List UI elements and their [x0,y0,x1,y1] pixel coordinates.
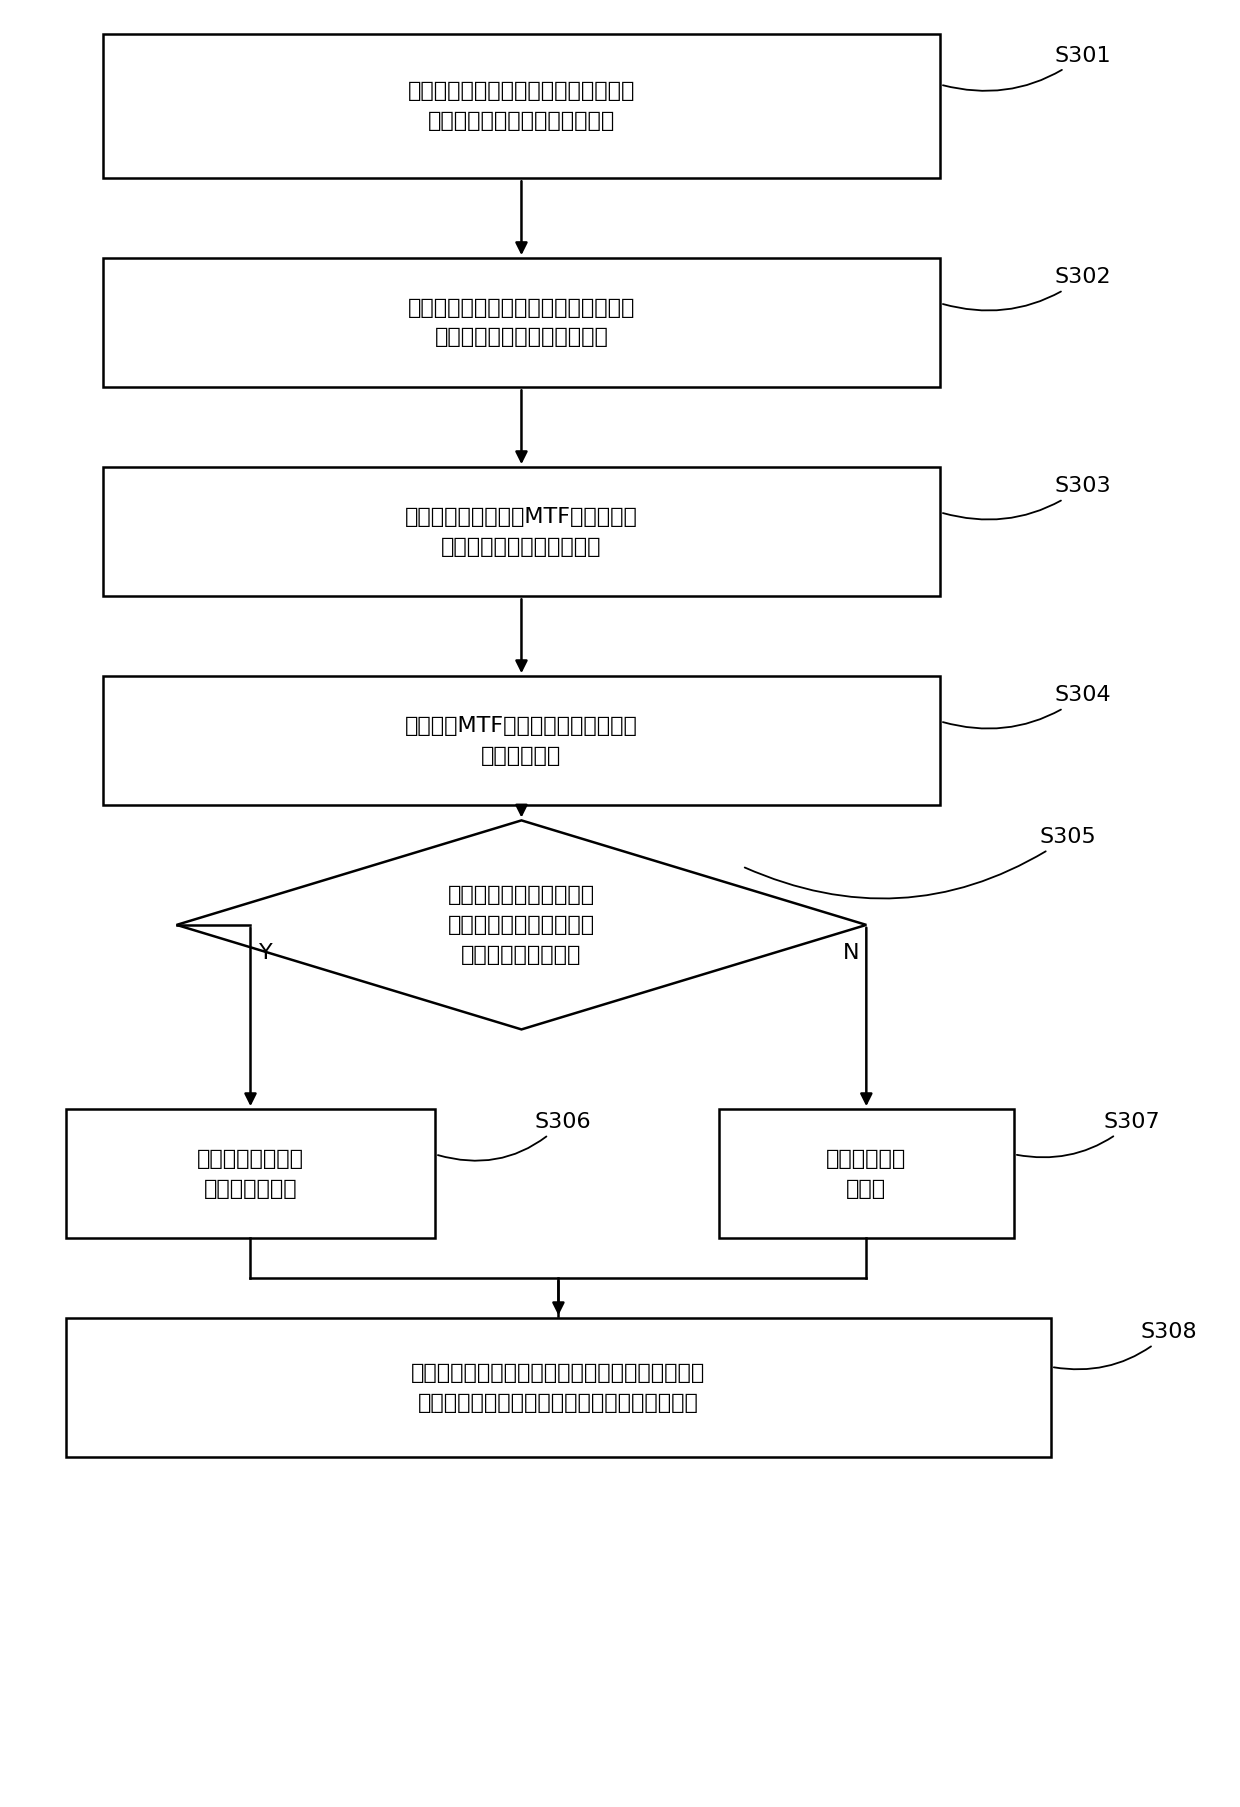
Text: 判断预测的最佳马达位置
与实际最佳马达位置的差
值是否小于预设误差: 判断预测的最佳马达位置 与实际最佳马达位置的差 值是否小于预设误差 [448,885,595,965]
Text: 控制验证组的摄像头模组进行自动对焦
测试，生成对应的对焦测试数据: 控制验证组的摄像头模组进行自动对焦 测试，生成对应的对焦测试数据 [408,81,635,130]
Bar [103,466,940,596]
Text: 根据验证样点对应的MTF曲线和关系
模型分别预测最佳马达位置: 根据验证样点对应的MTF曲线和关系 模型分别预测最佳马达位置 [405,508,637,557]
Bar [103,258,940,387]
Text: 对验证总数计
数加一: 对验证总数计 数加一 [826,1149,906,1198]
Bar [718,1109,1014,1238]
Text: S306: S306 [438,1111,591,1160]
Text: S304: S304 [942,685,1111,728]
Polygon shape [176,820,867,1030]
Bar [103,676,940,806]
Text: 设置多个验证样点，获取摄像头模组在
验证样点对应的对焦测试数据: 设置多个验证样点，获取摄像头模组在 验证样点对应的对焦测试数据 [408,298,635,347]
Text: S301: S301 [942,45,1111,90]
Text: S307: S307 [1017,1111,1161,1156]
Text: 根据所述MTF曲线验证结果确定实际
最佳马达位置: 根据所述MTF曲线验证结果确定实际 最佳马达位置 [405,716,637,766]
Bar [66,1109,435,1238]
Text: N: N [843,943,859,963]
Text: Y: Y [258,943,273,963]
Bar [103,34,940,179]
Text: S303: S303 [942,477,1111,520]
Text: S308: S308 [1054,1323,1197,1370]
Text: S302: S302 [942,267,1111,311]
Text: 根据达标数量和所述验证总数计算达标率，并在达
标率大于预设比例时判定该关系模型通过达标率: 根据达标数量和所述验证总数计算达标率，并在达 标率大于预设比例时判定该关系模型通… [412,1362,706,1413]
Text: 对达标数量和验证
总数各计数加一: 对达标数量和验证 总数各计数加一 [197,1149,304,1198]
Bar [66,1317,1052,1458]
Text: S305: S305 [745,828,1096,898]
